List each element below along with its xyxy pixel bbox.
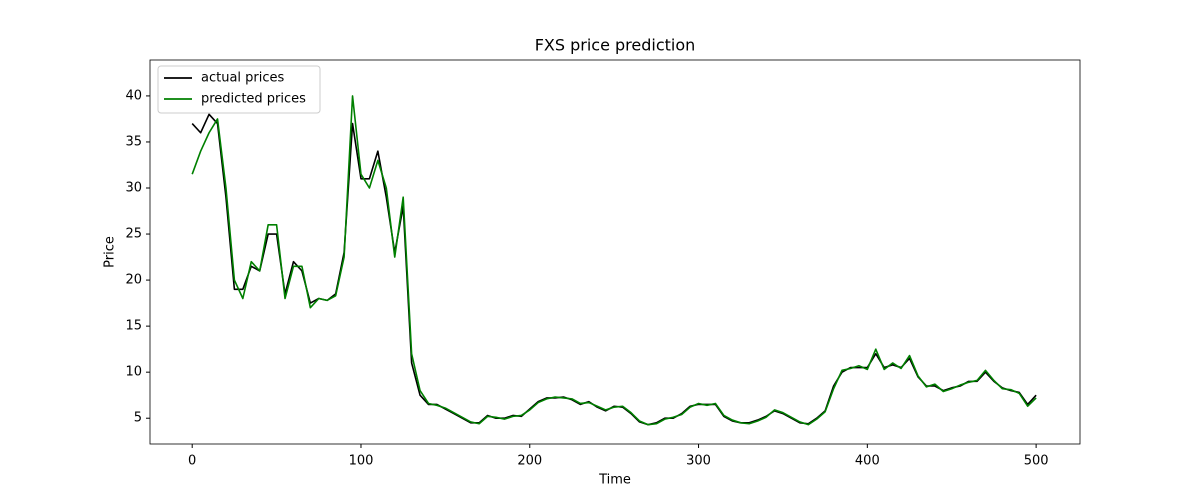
x-tick-label: 400 bbox=[855, 454, 880, 469]
x-axis-label: Time bbox=[598, 473, 631, 488]
x-tick-label: 200 bbox=[517, 454, 542, 469]
y-tick-label: 5 bbox=[134, 411, 142, 426]
series-line bbox=[191, 95, 1037, 426]
legend-label: actual prices bbox=[201, 71, 285, 86]
y-tick-label: 15 bbox=[125, 319, 142, 334]
chart-title: FXS price prediction bbox=[535, 36, 696, 55]
y-axis-label: Price bbox=[103, 236, 118, 268]
y-tick-label: 30 bbox=[125, 181, 142, 196]
y-tick-label: 35 bbox=[125, 134, 142, 149]
x-tick-label: 100 bbox=[349, 454, 374, 469]
x-tick-label: 0 bbox=[188, 454, 196, 469]
x-tick-label: 300 bbox=[686, 454, 711, 469]
series-line bbox=[191, 113, 1037, 426]
legend-box bbox=[157, 65, 321, 114]
plot-frame bbox=[149, 59, 1081, 445]
y-tick-label: 20 bbox=[125, 273, 142, 288]
y-tick-label: 25 bbox=[125, 227, 142, 242]
legend-label: predicted prices bbox=[201, 92, 306, 107]
y-tick-label: 10 bbox=[125, 365, 142, 380]
y-tick-label: 40 bbox=[125, 88, 142, 103]
x-tick-label: 500 bbox=[1024, 454, 1049, 469]
